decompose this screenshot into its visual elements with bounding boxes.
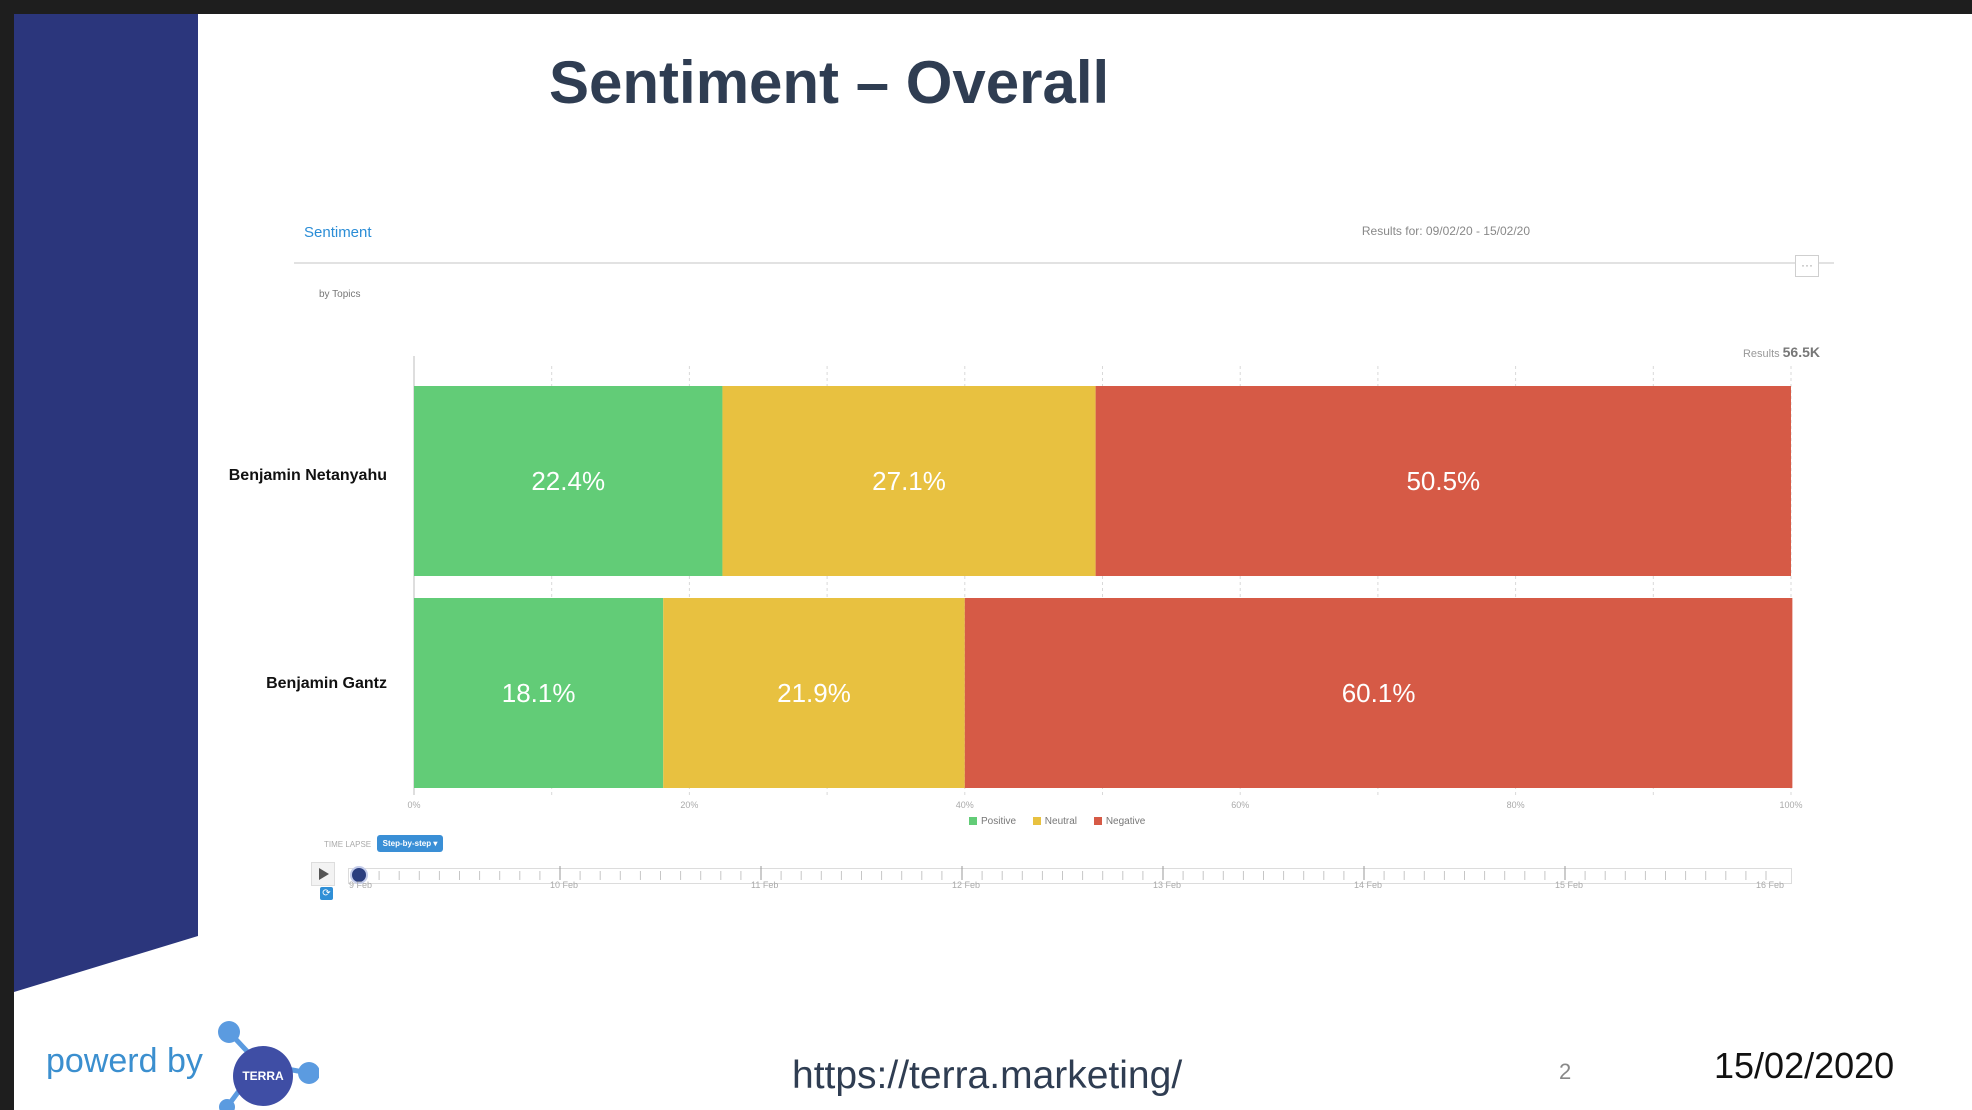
- x-tick-label: 100%: [1779, 800, 1802, 810]
- ellipsis-icon[interactable]: ···: [1795, 255, 1819, 277]
- legend-swatch-positive: [969, 817, 977, 825]
- legend-label-neutral: Neutral: [1044, 816, 1078, 827]
- category-label-netanyahu: Benjamin Netanyahu: [228, 467, 387, 484]
- timelapse-day-label: 9 Feb: [349, 880, 373, 890]
- legend-item-positive[interactable]: Positive: [969, 816, 1016, 827]
- bar-positive-0[interactable]: [414, 386, 723, 576]
- bar-positive-1[interactable]: [414, 598, 664, 788]
- timelapse-day-label: 10 Feb: [550, 880, 579, 890]
- timelapse-mode-dropdown[interactable]: Step-by-step ▾: [377, 835, 443, 852]
- category-label-gantz: Benjamin Gantz: [266, 675, 387, 692]
- logo-text: TERRA: [242, 1069, 284, 1083]
- legend-label-negative: Negative: [1105, 816, 1146, 827]
- legend-label-positive: Positive: [981, 816, 1017, 827]
- legend-item-negative[interactable]: Negative: [1093, 816, 1146, 827]
- data-label-positive-1: 18.1%: [502, 678, 576, 708]
- timelapse-label: TIME LAPSE: [324, 840, 372, 849]
- x-tick-label: 20%: [680, 800, 698, 810]
- data-label-positive-0: 22.4%: [531, 466, 605, 496]
- footer-date: 15/02/2020: [1714, 1045, 1895, 1086]
- powered-by-text: powerd by: [46, 1042, 203, 1080]
- timelapse-slider-handle[interactable]: [350, 866, 368, 884]
- slide: Sentiment – Overall Sentiment Results fo…: [14, 14, 1972, 1110]
- results-label: Results: [1742, 348, 1780, 360]
- terra-logo: TERRA: [218, 1021, 319, 1110]
- results-value: 56.5K: [1782, 344, 1820, 360]
- widget-title: Sentiment: [304, 224, 372, 241]
- footer-url[interactable]: https://terra.marketing/: [792, 1054, 1183, 1097]
- legend-swatch-neutral: [1032, 817, 1041, 825]
- refresh-icon[interactable]: ⟳: [320, 887, 333, 900]
- slide-side-band: [14, 14, 198, 992]
- x-tick-label: 0%: [407, 800, 420, 810]
- timelapse-ticks: [358, 866, 1767, 880]
- data-label-negative-0: 50.5%: [1406, 466, 1480, 496]
- chart-legend: Positive Neutral Negative: [969, 816, 1159, 827]
- x-tick-label: 80%: [1507, 800, 1525, 810]
- bar-negative-0[interactable]: [1095, 386, 1791, 576]
- timelapse-day-label: 16 Feb: [1756, 880, 1785, 890]
- data-label-neutral-1: 21.9%: [777, 678, 851, 708]
- results-date-range: Results for: 09/02/20 - 15/02/20: [1361, 224, 1530, 238]
- play-icon[interactable]: [311, 862, 335, 886]
- slide-title: Sentiment – Overall: [549, 49, 1110, 116]
- bar-neutral-0[interactable]: [722, 386, 1096, 576]
- legend-swatch-negative: [1093, 817, 1102, 825]
- timelapse-day-label: 12 Feb: [952, 880, 981, 890]
- widget-subtitle: by Topics: [319, 289, 361, 300]
- page-number: 2: [1559, 1059, 1572, 1084]
- results-count: Results 56.5K: [1743, 344, 1820, 360]
- sentiment-bar-chart: 22.4% 27.1% 50.5% 18.1% 21.9% 60.1% 0% 20% 40% 60…: [407, 356, 1803, 810]
- bar-neutral-1[interactable]: [663, 598, 965, 788]
- widget-divider: [294, 262, 1834, 264]
- timelapse-day-label: 11 Feb: [751, 880, 779, 890]
- timelapse-day-label: 15 Feb: [1555, 880, 1584, 890]
- timelapse-slider-track[interactable]: [348, 868, 1792, 884]
- timelapse-day-label: 13 Feb: [1153, 880, 1182, 890]
- legend-item-neutral[interactable]: Neutral: [1032, 816, 1078, 827]
- x-tick-label: 60%: [1231, 800, 1249, 810]
- data-label-negative-1: 60.1%: [1342, 678, 1416, 708]
- timelapse-day-label: 14 Feb: [1354, 880, 1383, 890]
- x-tick-label: 40%: [956, 800, 974, 810]
- bar-negative-1[interactable]: [964, 598, 1793, 788]
- data-label-neutral-0: 27.1%: [872, 466, 946, 496]
